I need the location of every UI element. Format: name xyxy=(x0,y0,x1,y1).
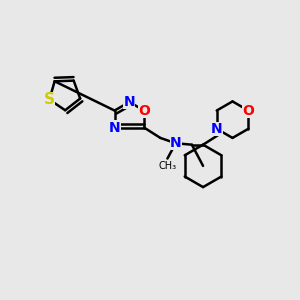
Text: N: N xyxy=(109,121,120,135)
Text: N: N xyxy=(211,122,223,136)
Text: O: O xyxy=(138,103,150,118)
Text: O: O xyxy=(242,103,254,118)
Text: CH₃: CH₃ xyxy=(158,161,176,172)
Text: N: N xyxy=(124,95,135,109)
Text: S: S xyxy=(44,92,55,107)
Text: N: N xyxy=(170,136,182,150)
